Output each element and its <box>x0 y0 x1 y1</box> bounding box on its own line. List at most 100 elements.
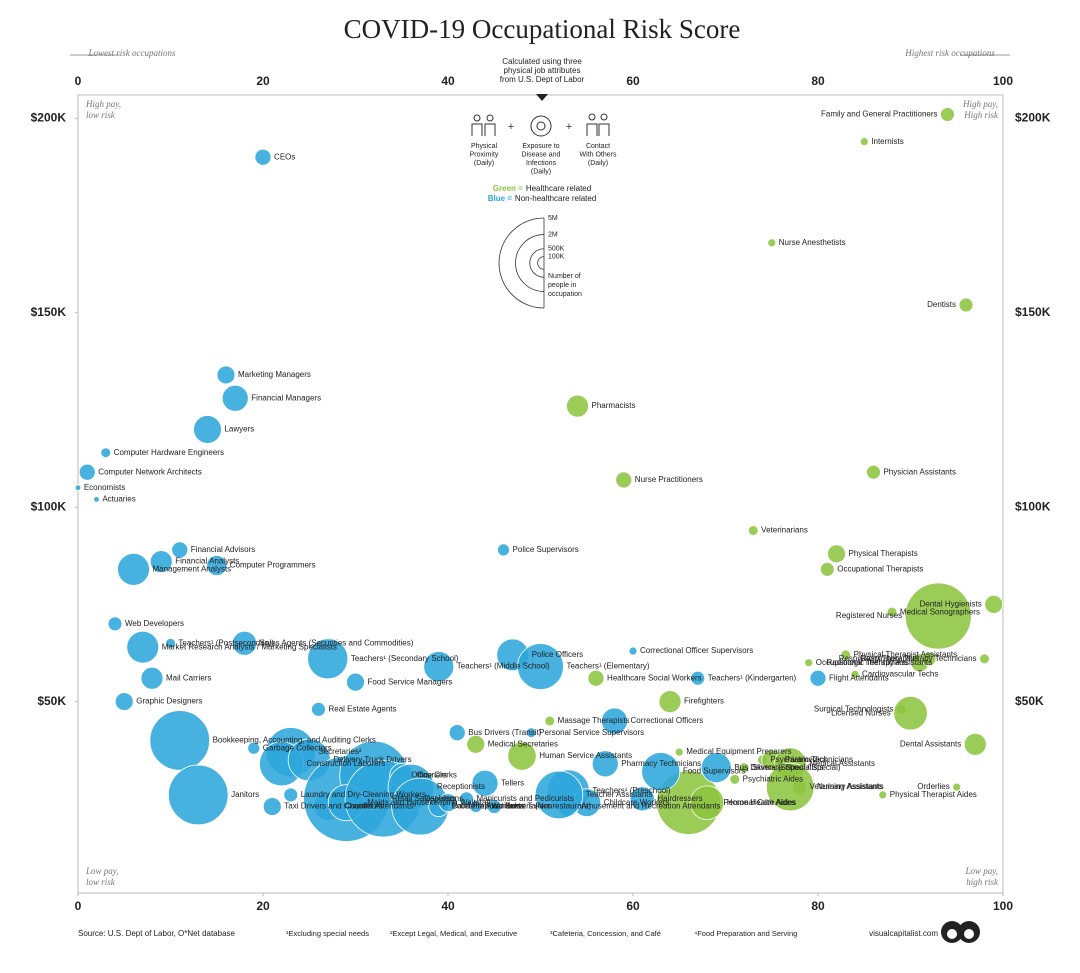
size-legend-label: 2M <box>548 231 558 238</box>
bubble-label: Web Developers <box>125 619 184 628</box>
bubble-label: Surgical Technologists <box>814 704 893 713</box>
bubble-label: Psychiatric Technicians <box>770 755 853 764</box>
bubble-label: Medical Assistants <box>809 759 875 768</box>
bubble <box>886 606 898 618</box>
corner-note: high risk <box>966 877 999 887</box>
bubble <box>979 653 990 665</box>
bubble <box>517 643 564 690</box>
bubble-label: Construction Laborers <box>307 759 386 768</box>
bubble-label: Cardiovascular Techs <box>862 669 938 678</box>
bubble <box>690 670 706 686</box>
bubble <box>507 741 537 771</box>
corner-note: High pay, <box>962 99 998 109</box>
bubble <box>283 787 299 803</box>
bubble <box>254 148 272 166</box>
bubble <box>674 747 684 757</box>
subtitle: Calculated using three <box>502 57 582 66</box>
bubble-label: Home Health Aides <box>727 798 795 807</box>
bubble-label: Tellers <box>501 778 524 787</box>
legend-color-word: Blue = <box>488 194 513 203</box>
bubble-label: Sales Agents (Securities and Commodities… <box>260 638 414 647</box>
bubble <box>827 544 846 564</box>
bubble-label: Correctional Officers <box>631 716 704 725</box>
logo <box>941 921 980 943</box>
x-tick-label-top: 40 <box>441 74 455 88</box>
bubble <box>486 799 502 814</box>
bubble-label: Food Servers (Nonrestaurant) <box>485 802 592 811</box>
bubble-label: Financial Advisors <box>191 545 255 554</box>
bubble <box>232 630 257 656</box>
bubble-label: Physician Assistants <box>883 467 955 476</box>
bubble-label: Office Clerks <box>411 771 457 780</box>
bubble <box>149 710 210 771</box>
bubble <box>615 471 633 489</box>
y-tick-label-right: $200K <box>1015 111 1051 125</box>
bubble <box>534 770 584 820</box>
bubble-label: Nurse Practitioners <box>635 475 703 484</box>
corner-note: High pay, <box>85 99 121 109</box>
bubble <box>469 800 483 814</box>
bubble-label: Veterinarians <box>761 526 808 535</box>
bubble <box>984 594 1004 614</box>
bubble <box>658 690 682 714</box>
bubble-label: Mail Carriers <box>166 673 211 682</box>
bubble-label: Physical Therapists <box>849 549 918 558</box>
bubble-label: Teacher Assistants <box>586 790 653 799</box>
bubble-label: Medical Equipment Preparers <box>686 747 791 756</box>
corner-note: low risk <box>86 110 116 120</box>
bubble <box>738 762 750 774</box>
source: Source: U.S. Dept of Labor, O*Net databa… <box>78 929 236 938</box>
bubbles <box>74 107 1004 842</box>
y-tick-label: $200K <box>31 111 67 125</box>
bubble <box>729 774 741 785</box>
size-legend-title: people in <box>548 282 577 289</box>
attribute-label: (Daily) <box>588 160 608 167</box>
bubble-label: Computer Network Architects <box>98 467 202 476</box>
footnote: ⁴Food Preparation and Serving <box>694 929 797 938</box>
bubble <box>809 669 827 687</box>
bubble <box>107 616 123 632</box>
bubble-label: Financial Managers <box>251 393 321 402</box>
bubble <box>497 543 510 557</box>
y-tick-label: $150K <box>31 305 67 319</box>
bubble-label: Financial Analysts <box>175 557 239 566</box>
bubble-label: Medical Secretaries <box>488 739 558 748</box>
bubble-label: Receptionists <box>437 782 485 791</box>
bubble <box>149 550 173 574</box>
bubble-label: Firefighters <box>684 697 724 706</box>
legend-color-word: Green = <box>493 184 523 193</box>
bubble <box>689 785 725 820</box>
x-tick-label: 60 <box>626 899 640 913</box>
bubble-label: Respiratory Therapists <box>839 654 919 663</box>
bubble-label: Radiologic Technicians <box>827 658 908 667</box>
bubble <box>544 715 556 727</box>
bubble <box>850 669 860 679</box>
bubble <box>140 666 164 690</box>
bubble-label: Graphic Designers <box>136 697 202 706</box>
bubble <box>963 732 987 756</box>
bubble-label: Personal Service Supervisors <box>539 728 644 737</box>
bubble <box>126 630 160 664</box>
bubble-label: Market Research Analysts / Marketing Spe… <box>162 642 337 651</box>
bubble-label: Manicurists and Pedicurists <box>476 794 573 803</box>
bubble-label: Pharmacy Technicians <box>621 759 701 768</box>
bubble <box>767 238 777 248</box>
x-tick-label: 20 <box>256 899 270 913</box>
subtitle: from U.S. Dept of Labor <box>500 75 585 84</box>
bubble-label: Computer Hardware Engineers <box>114 448 224 457</box>
bubble-label: Flight Attendants <box>829 673 889 682</box>
bubble-label: Teachers¹ (Middle School) <box>457 662 550 671</box>
x-tick-label-top: 60 <box>626 74 640 88</box>
attribute-label: Physical <box>471 143 498 150</box>
y-tick-label-right: $150K <box>1015 305 1051 319</box>
bubble-label: Laundry and Dry-Cleaning Workers <box>301 790 426 799</box>
x-left-note: Lowest risk occupations <box>88 48 176 58</box>
attribute-label: Contact <box>586 143 610 150</box>
bubble-label: Janitors <box>231 790 259 799</box>
x-tick-label-top: 20 <box>256 74 270 88</box>
bubble-label: Paramedics <box>785 755 827 764</box>
bubble-label: Occupational Therapists <box>837 564 923 573</box>
bubble <box>206 555 228 576</box>
bubble <box>904 582 972 650</box>
